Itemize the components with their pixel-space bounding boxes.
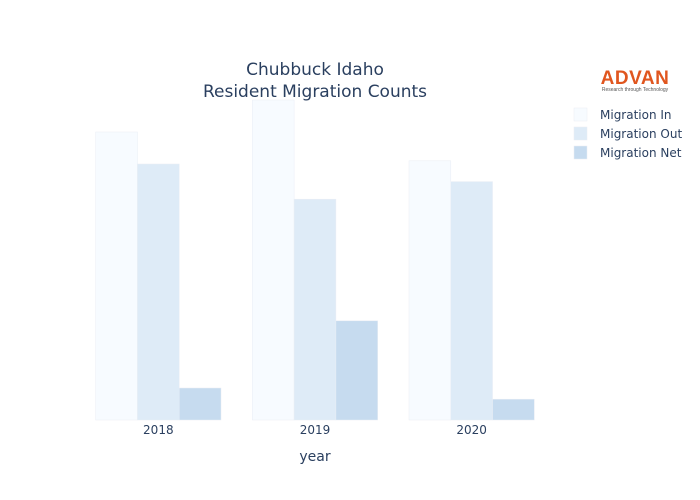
x-axis-title: year — [299, 449, 330, 465]
chart-title-line-1: Chubbuck Idaho — [246, 60, 384, 80]
bar-migration-net-2019[interactable] — [335, 320, 378, 421]
bar-migration-in-2018[interactable] — [95, 131, 138, 421]
bar-migration-net-2020[interactable] — [492, 398, 535, 421]
legend-swatch — [573, 126, 588, 141]
legend-item-migration-net[interactable]: Migration Net — [573, 145, 682, 160]
legend[interactable]: Migration In Migration Out Migration Net — [573, 107, 682, 160]
legend-label: Migration In — [600, 108, 672, 122]
x-tick-label: 2019 — [300, 423, 331, 437]
x-axis-ticks: 2018 2019 2020 — [143, 423, 487, 437]
x-tick-label: 2020 — [456, 423, 487, 437]
x-tick-label: 2018 — [143, 423, 174, 437]
bar-migration-out-2020[interactable] — [450, 181, 493, 421]
bar-migration-in-2020[interactable] — [408, 160, 452, 421]
legend-item-migration-in[interactable]: Migration In — [573, 107, 672, 122]
bar-migration-out-2018[interactable] — [137, 163, 180, 421]
chart-title-line-2: Resident Migration Counts — [203, 82, 427, 102]
legend-item-migration-out[interactable]: Migration Out — [573, 126, 682, 141]
advan-logo: ADVAN Research through Technology — [601, 68, 670, 93]
bar-migration-net-2018[interactable] — [178, 387, 222, 421]
logo-tagline: Research through Technology — [602, 87, 669, 93]
legend-label: Migration Out — [600, 127, 682, 141]
legend-swatch — [573, 107, 588, 122]
legend-label: Migration Net — [600, 146, 682, 160]
legend-swatch — [573, 145, 588, 160]
bar-migration-out-2019[interactable] — [293, 198, 337, 421]
plot-area — [95, 99, 535, 421]
logo-text: ADVAN — [601, 68, 670, 89]
bar-migration-in-2019[interactable] — [252, 99, 295, 421]
